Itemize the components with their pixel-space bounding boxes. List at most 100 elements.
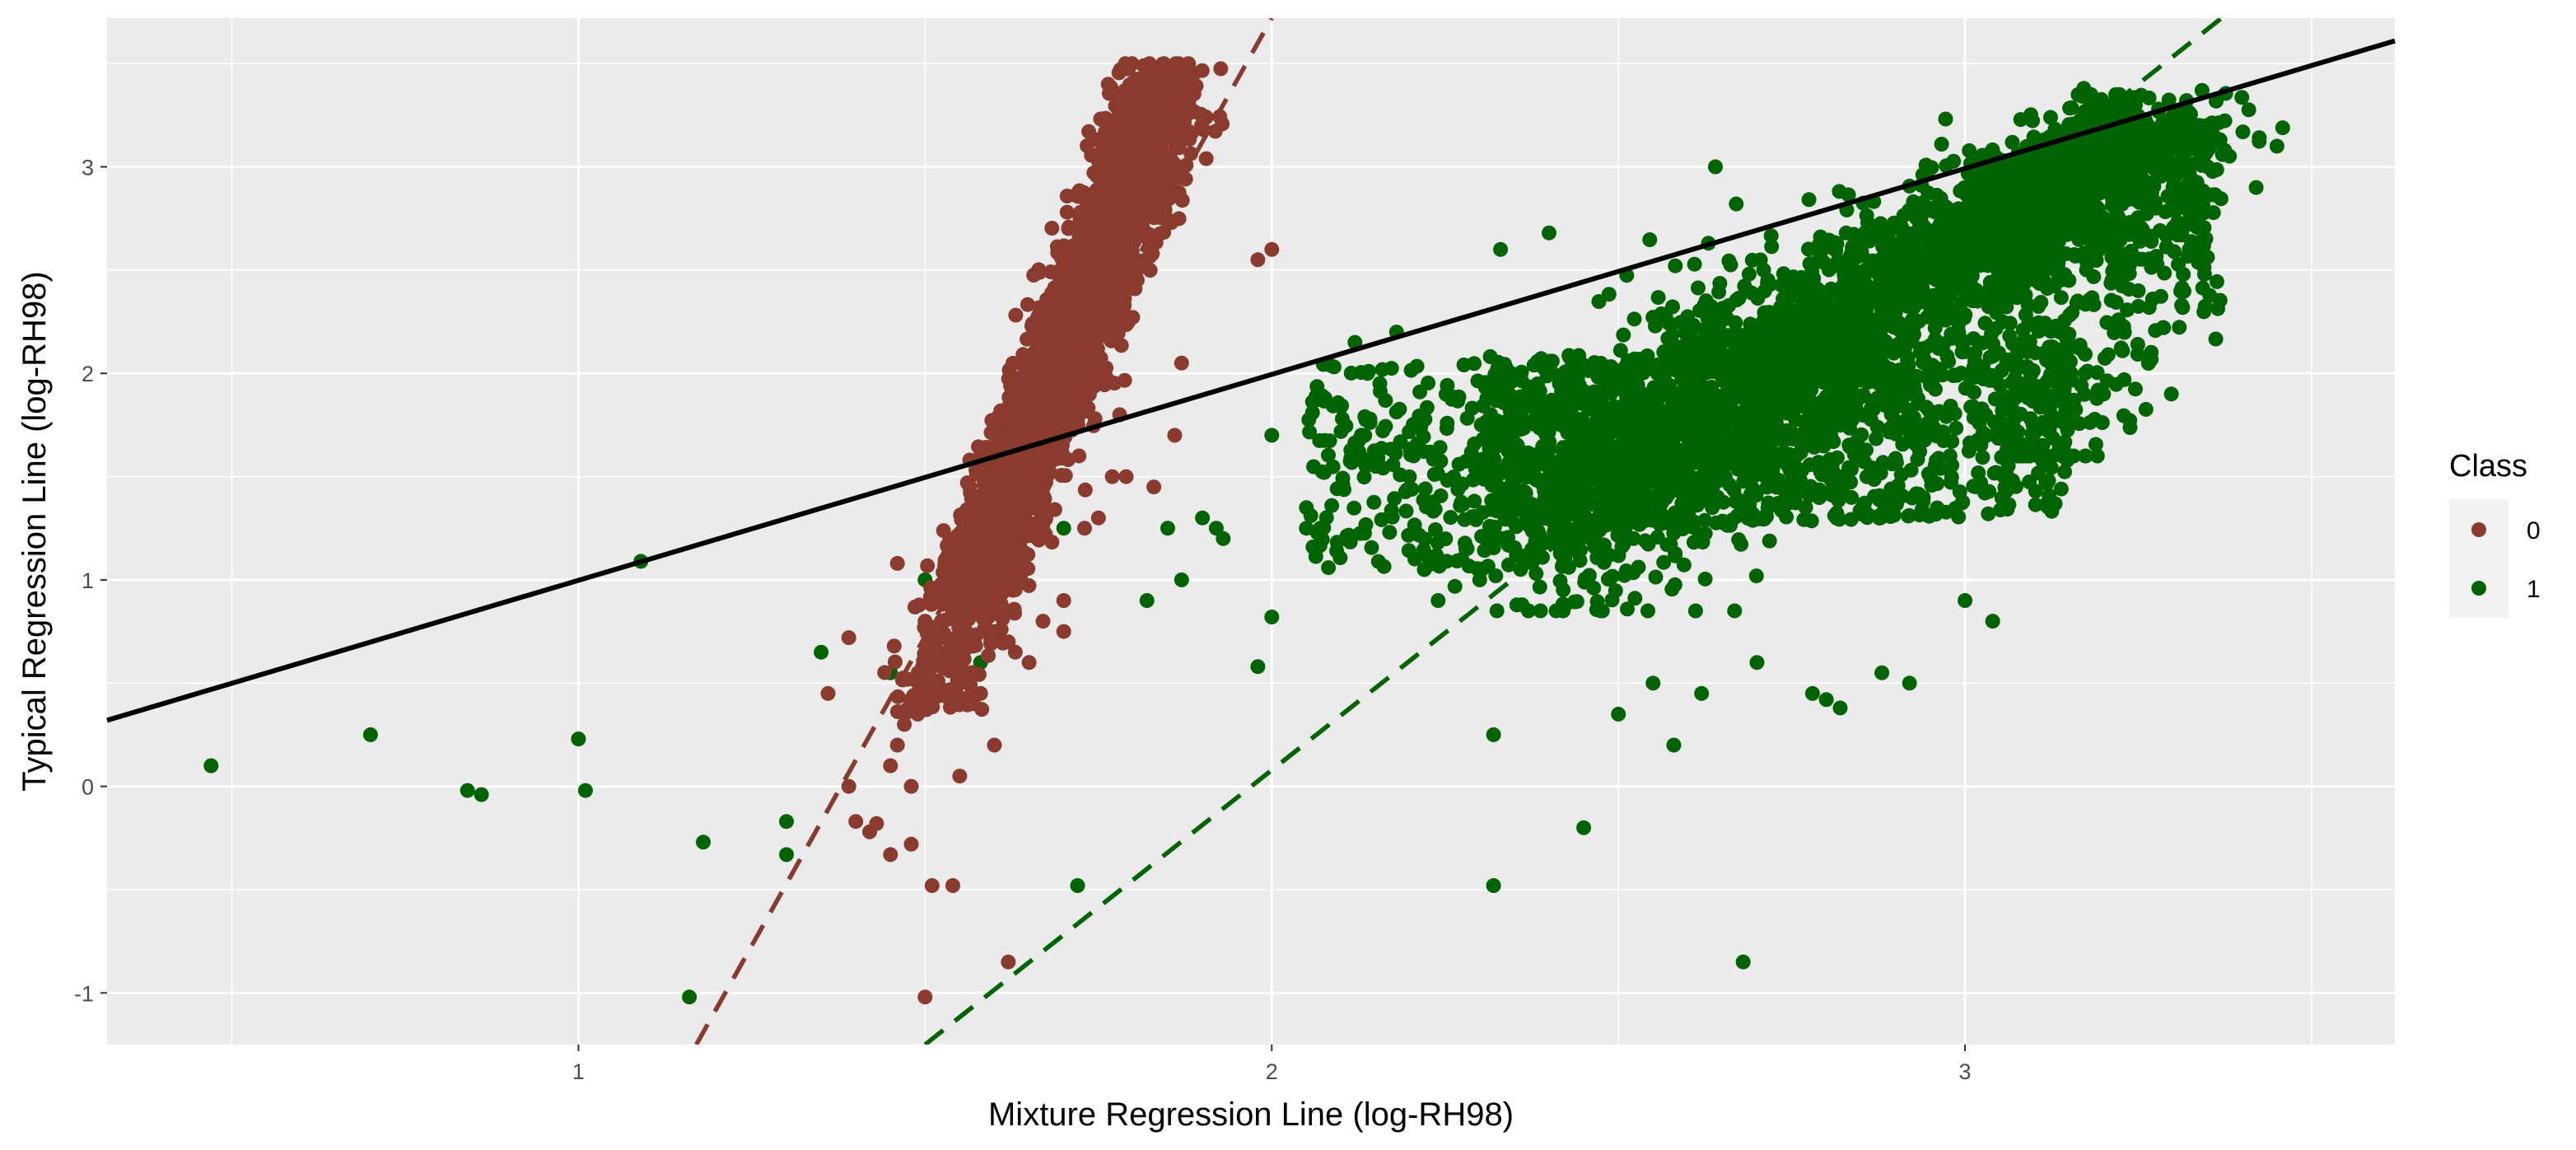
point-class-1 xyxy=(1642,232,1658,247)
point-class-1 xyxy=(1663,536,1678,552)
point-class-1 xyxy=(1988,465,2004,480)
point-class-1 xyxy=(1924,160,1939,175)
point-class-1 xyxy=(1967,353,1982,368)
point-class-1 xyxy=(1824,342,1840,358)
point-class-1 xyxy=(1817,375,1832,390)
point-class-1 xyxy=(1195,510,1211,526)
point-class-1 xyxy=(1550,527,1566,543)
point-class-1 xyxy=(1832,318,1848,334)
point-class-1 xyxy=(1794,399,1810,414)
point-class-1 xyxy=(2109,235,2125,250)
point-class-1 xyxy=(1056,521,1071,536)
point-class-1 xyxy=(1950,276,1966,292)
point-class-1 xyxy=(1536,476,1552,492)
point-class-1 xyxy=(1552,573,1568,589)
point-class-1 xyxy=(362,727,378,742)
point-class-1 xyxy=(2217,113,2233,129)
point-class-1 xyxy=(1500,456,1516,471)
point-class-1 xyxy=(1416,444,1431,460)
point-class-1 xyxy=(1626,311,1642,327)
point-class-1 xyxy=(2154,118,2169,133)
point-class-1 xyxy=(1493,241,1509,257)
point-class-1 xyxy=(1430,535,1445,550)
point-class-1 xyxy=(1250,659,1266,675)
point-class-1 xyxy=(1554,384,1570,400)
point-class-1 xyxy=(1343,365,1359,381)
point-class-1 xyxy=(1837,390,1853,405)
point-class-1 xyxy=(2252,133,2267,149)
point-class-1 xyxy=(1804,382,1819,398)
point-class-1 xyxy=(1426,466,1442,482)
point-class-1 xyxy=(1944,474,1958,490)
point-class-1 xyxy=(1505,487,1520,503)
point-class-1 xyxy=(2070,293,2085,309)
point-class-1 xyxy=(1567,456,1583,471)
point-class-1 xyxy=(1944,433,1960,449)
point-class-1 xyxy=(2040,281,2055,296)
point-class-1 xyxy=(1299,500,1314,516)
point-class-1 xyxy=(1915,217,1930,233)
point-class-1 xyxy=(1564,528,1580,544)
point-class-1 xyxy=(2164,201,2180,217)
point-class-1 xyxy=(1329,535,1345,550)
point-class-1 xyxy=(1794,283,1809,299)
point-class-1 xyxy=(2105,198,2120,213)
point-class-1 xyxy=(1818,296,1833,311)
point-class-1 xyxy=(1652,503,1668,518)
point-class-1 xyxy=(1904,490,1920,506)
point-class-1 xyxy=(2038,199,2054,214)
point-class-1 xyxy=(2009,479,2023,494)
point-class-1 xyxy=(2132,233,2148,249)
point-class-1 xyxy=(1497,357,1513,372)
point-class-1 xyxy=(1388,446,1403,461)
point-class-1 xyxy=(1906,410,1921,425)
point-class-1 xyxy=(1447,578,1463,594)
point-class-1 xyxy=(1944,221,1960,236)
point-class-1 xyxy=(1500,530,1516,545)
point-class-1 xyxy=(1521,379,1537,395)
point-class-1 xyxy=(1617,385,1633,400)
point-class-1 xyxy=(1692,530,1708,545)
point-class-1 xyxy=(2070,86,2086,102)
point-class-1 xyxy=(1897,343,1912,358)
point-class-1 xyxy=(2006,194,2022,209)
point-class-1 xyxy=(2125,190,2140,206)
point-class-1 xyxy=(1713,472,1728,488)
point-class-1 xyxy=(2107,260,2122,276)
point-class-1 xyxy=(1701,416,1716,432)
point-class-1 xyxy=(1343,450,1359,465)
point-class-1 xyxy=(1538,493,1553,508)
point-class-1 xyxy=(1502,387,1518,403)
point-class-1 xyxy=(2042,488,2057,503)
point-class-1 xyxy=(1756,341,1771,357)
point-class-1 xyxy=(2056,146,2072,161)
point-class-1 xyxy=(1992,377,2008,393)
point-class-1 xyxy=(1967,289,1983,305)
point-class-1 xyxy=(1299,521,1314,536)
point-class-1 xyxy=(2248,180,2264,195)
point-class-1 xyxy=(2172,320,2187,335)
point-class-1 xyxy=(1401,527,1416,543)
point-class-1 xyxy=(2067,247,2083,262)
point-class-1 xyxy=(1811,456,1827,471)
point-class-1 xyxy=(2091,184,2107,199)
point-class-1 xyxy=(2002,316,2018,331)
point-class-1 xyxy=(2016,273,2032,289)
point-class-1 xyxy=(1664,327,1680,343)
point-class-1 xyxy=(2077,366,2093,381)
point-class-1 xyxy=(1858,295,1874,311)
point-class-1 xyxy=(1374,512,1389,527)
point-class-1 xyxy=(1354,428,1369,443)
point-class-1 xyxy=(1657,365,1673,381)
point-class-1 xyxy=(1489,503,1505,519)
point-class-1 xyxy=(2130,144,2145,160)
point-class-1 xyxy=(1594,484,1610,500)
point-class-1 xyxy=(1602,506,1617,521)
point-class-1 xyxy=(1772,338,1788,353)
point-class-1 xyxy=(2078,448,2093,464)
point-class-1 xyxy=(1635,360,1650,376)
point-class-1 xyxy=(1977,316,1993,331)
point-class-1 xyxy=(1631,493,1647,508)
point-class-1 xyxy=(2171,257,2186,272)
point-class-1 xyxy=(1731,532,1747,548)
